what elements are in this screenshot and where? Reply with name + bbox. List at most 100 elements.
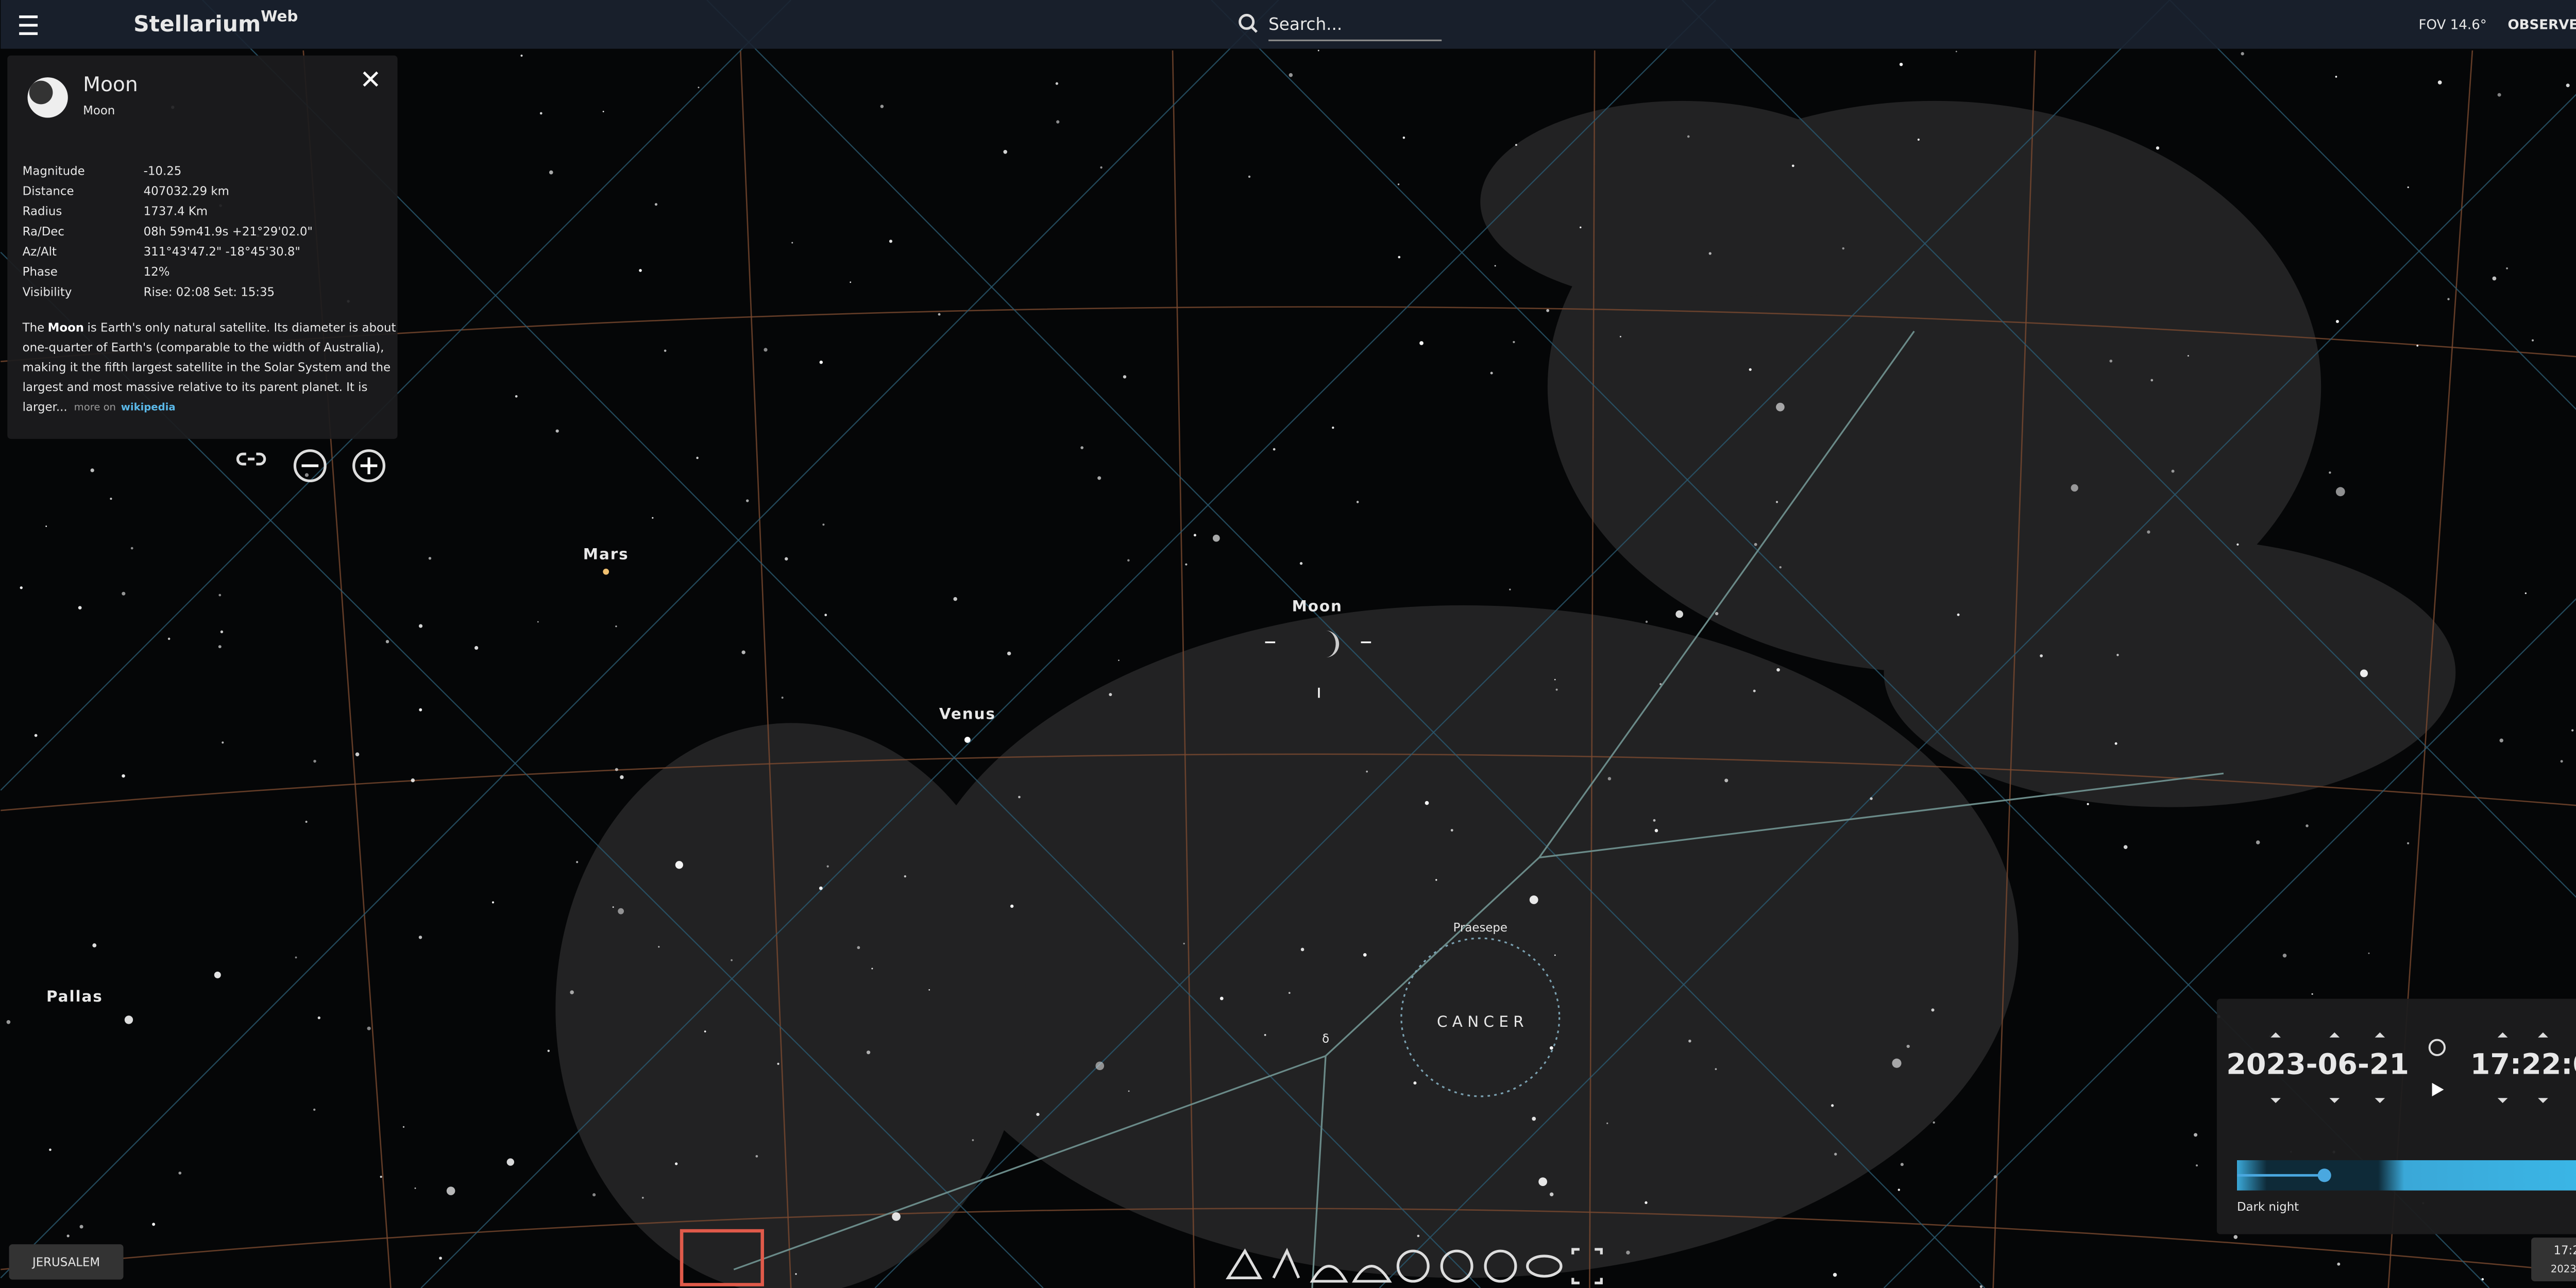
menu-button[interactable] <box>19 15 38 35</box>
description-line: largest and most massive relative to its… <box>23 380 368 394</box>
star <box>1273 448 1276 451</box>
star <box>791 242 793 244</box>
constellation-art-toggle[interactable] <box>1272 1248 1300 1279</box>
star <box>414 1187 416 1189</box>
star <box>1933 1121 1935 1124</box>
star <box>938 313 941 316</box>
star <box>2194 1133 2198 1137</box>
wikipedia-link[interactable]: wikipedia <box>121 401 176 413</box>
star <box>928 989 930 991</box>
star <box>1899 62 1903 66</box>
star <box>745 499 749 502</box>
star <box>819 886 823 890</box>
info-value: 08h 59m41.9s +21°29'02.0" <box>144 225 313 239</box>
location-button[interactable] <box>9 1244 124 1280</box>
play-button[interactable] <box>2432 1082 2444 1096</box>
info-label: Ra/Dec <box>23 225 64 239</box>
star <box>1529 895 1538 904</box>
nebulae-toggle[interactable] <box>1484 1249 1517 1283</box>
star <box>1212 534 1220 542</box>
star <box>2566 83 2570 88</box>
star <box>1715 1068 1717 1070</box>
search-input[interactable]: Search... <box>1268 14 1342 34</box>
star <box>1546 309 1550 312</box>
star <box>537 621 539 623</box>
venus-dot <box>964 737 971 743</box>
star <box>972 1139 974 1141</box>
star <box>826 865 829 868</box>
date-display[interactable]: 2023-06-21 <box>2226 1048 2409 1081</box>
star <box>1906 1044 1910 1048</box>
star <box>618 908 624 914</box>
star <box>675 1162 678 1165</box>
time-display[interactable]: 17:22:00 <box>2470 1048 2576 1081</box>
star <box>570 990 574 994</box>
azimuthal-grid-toggle[interactable] <box>1396 1249 1430 1283</box>
star <box>1080 446 1084 449</box>
panel-actions <box>236 449 385 483</box>
star <box>2147 530 2150 534</box>
star <box>313 1108 316 1111</box>
description-text: larger... <box>23 400 67 414</box>
star <box>2407 186 2409 189</box>
atmosphere-toggle[interactable] <box>1352 1265 1392 1283</box>
star <box>355 752 360 756</box>
star <box>1095 1061 1105 1071</box>
star <box>1791 164 1794 167</box>
fullscreen-button[interactable] <box>1571 1248 1603 1284</box>
star <box>1955 50 1957 53</box>
star <box>1715 612 1719 616</box>
star <box>110 498 112 500</box>
star <box>2114 742 2117 745</box>
description-line: The Moon is Earth's only natural satellite… <box>22 321 396 334</box>
star <box>698 87 700 89</box>
sky-label: Venus <box>939 705 996 723</box>
star <box>1109 693 1112 697</box>
star <box>1870 797 1873 800</box>
star <box>1957 613 1960 616</box>
app-name-sup: Web <box>261 7 298 25</box>
star <box>214 971 221 978</box>
info-value: 311°43'47.2" -18°45'30.8" <box>144 245 300 259</box>
star <box>2360 669 2368 677</box>
dso-toggle[interactable] <box>1526 1255 1563 1278</box>
description-bold: Moon <box>48 321 84 334</box>
star <box>892 1212 901 1221</box>
star <box>92 943 97 947</box>
star <box>2329 471 2331 474</box>
star <box>704 1030 706 1032</box>
star <box>547 1049 550 1052</box>
app-name: StellariumWeb <box>133 7 298 37</box>
landscape-toggle[interactable] <box>1310 1265 1348 1283</box>
zoom-in-button[interactable] <box>352 449 385 483</box>
star <box>317 1016 320 1020</box>
link-button[interactable] <box>236 452 266 466</box>
star <box>615 625 617 628</box>
star <box>1532 1116 1536 1121</box>
star <box>1219 996 1224 1001</box>
equatorial-grid-toggle[interactable] <box>1440 1249 1473 1283</box>
star <box>1833 1273 1837 1277</box>
star <box>124 1015 133 1024</box>
star <box>20 586 23 589</box>
star <box>419 708 422 711</box>
star <box>731 959 733 961</box>
star <box>1450 829 1453 832</box>
zoom-out-button[interactable] <box>293 449 327 483</box>
info-description: The Moon is Earth's only natural satellite… <box>22 321 396 414</box>
star <box>1490 371 1493 375</box>
reset-time-button[interactable] <box>2428 1039 2446 1056</box>
observe-menu[interactable]: OBSERVE <box>2507 17 2576 32</box>
star <box>152 1223 156 1226</box>
star <box>178 1172 182 1175</box>
star <box>1659 683 1662 686</box>
star <box>79 1225 83 1229</box>
star <box>1753 689 1756 692</box>
close-button[interactable] <box>363 71 379 87</box>
star <box>122 774 125 778</box>
constellation-lines-toggle[interactable] <box>1226 1248 1263 1280</box>
star <box>555 429 559 433</box>
star <box>652 517 654 519</box>
slider-thumb[interactable] <box>2317 1168 2331 1182</box>
star <box>1397 183 1400 185</box>
